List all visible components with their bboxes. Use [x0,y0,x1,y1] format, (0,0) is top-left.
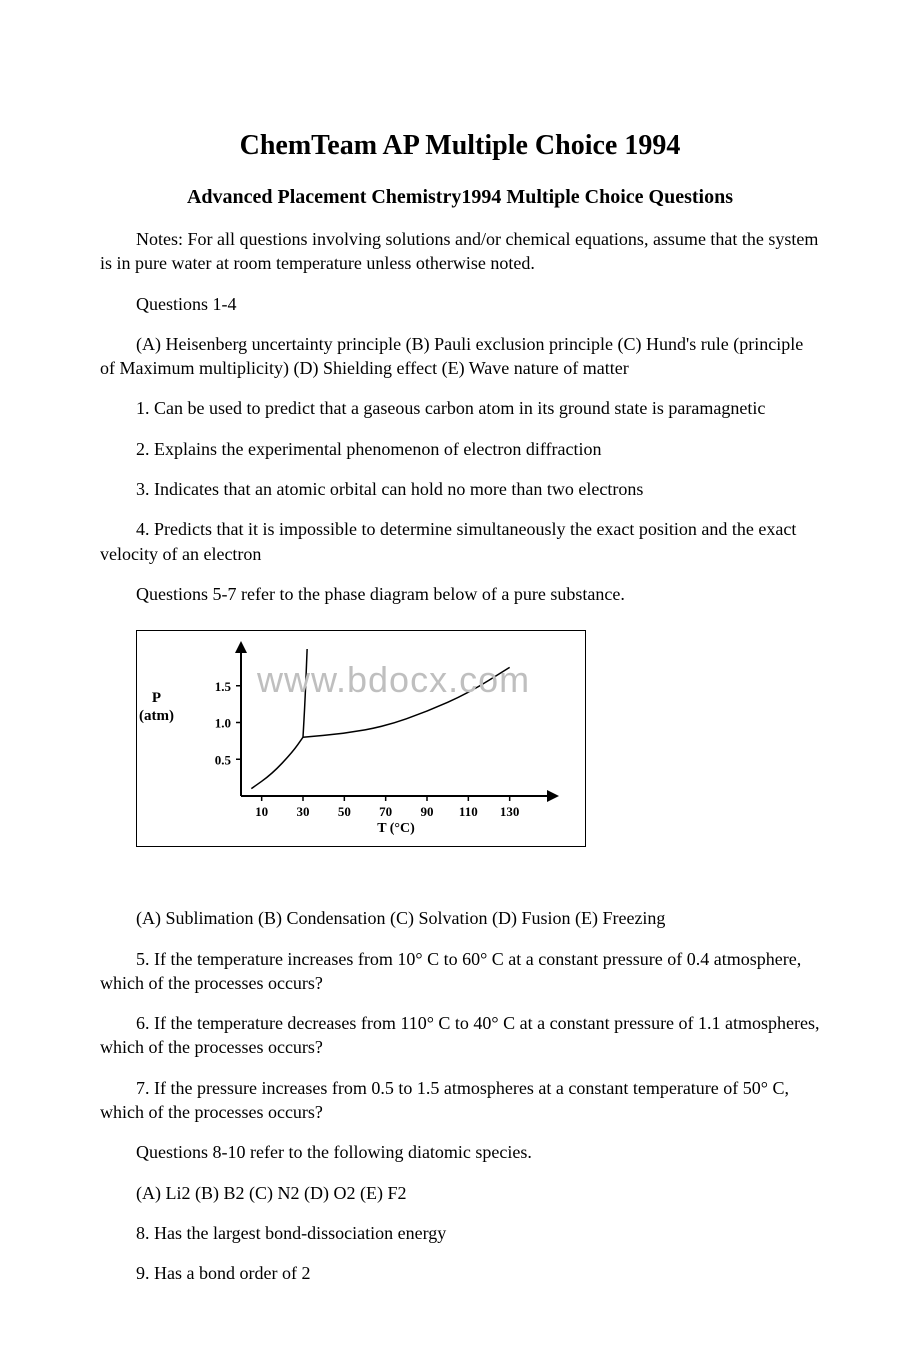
svg-text:90: 90 [421,804,434,819]
y-axis-label: P (atm) [139,689,174,725]
question-3: 3. Indicates that an atomic orbital can … [100,477,820,501]
y-axis-label-p: P [152,690,161,706]
q8-10-choices: (A) Li2 (B) B2 (C) N2 (D) O2 (E) F2 [100,1181,820,1205]
notes-paragraph: Notes: For all questions involving solut… [100,227,820,276]
y-axis-label-atm: (atm) [139,708,174,724]
q8-10-header: Questions 8-10 refer to the following di… [100,1140,820,1164]
question-1: 1. Can be used to predict that a gaseous… [100,396,820,420]
svg-text:0.5: 0.5 [215,753,232,768]
q5-7-header: Questions 5-7 refer to the phase diagram… [100,582,820,606]
phase-diagram-svg: 0.5 1.0 1.5 10 30 50 70 90 110 130 T (°C) [151,641,571,836]
question-8: 8. Has the largest bond-dissociation ene… [100,1221,820,1245]
q1-4-choices: (A) Heisenberg uncertainty principle (B)… [100,332,820,381]
question-5: 5. If the temperature increases from 10°… [100,947,820,996]
svg-text:10: 10 [255,804,268,819]
document-page: ChemTeam AP Multiple Choice 1994 Advance… [0,0,920,1362]
svg-text:1.0: 1.0 [215,716,231,731]
question-2: 2. Explains the experimental phenomenon … [100,437,820,461]
question-4: 4. Predicts that it is impossible to det… [100,517,820,566]
svg-text:70: 70 [379,804,392,819]
question-6: 6. If the temperature decreases from 110… [100,1011,820,1060]
page-subtitle: Advanced Placement Chemistry1994 Multipl… [100,186,820,209]
svg-text:110: 110 [459,804,478,819]
page-title: ChemTeam AP Multiple Choice 1994 [100,130,820,162]
svg-text:130: 130 [500,804,519,819]
svg-text:1.5: 1.5 [215,679,232,694]
svg-text:T (°C): T (°C) [377,821,415,836]
q1-4-header: Questions 1-4 [100,292,820,316]
q5-7-choices: (A) Sublimation (B) Condensation (C) Sol… [100,906,820,930]
question-7: 7. If the pressure increases from 0.5 to… [100,1076,820,1125]
question-9: 9. Has a bond order of 2 [100,1261,820,1285]
svg-text:50: 50 [338,804,351,819]
svg-text:30: 30 [297,804,310,819]
phase-diagram-container: www.bdocx.com P (atm) 0.51.01.5103050709… [136,630,586,847]
